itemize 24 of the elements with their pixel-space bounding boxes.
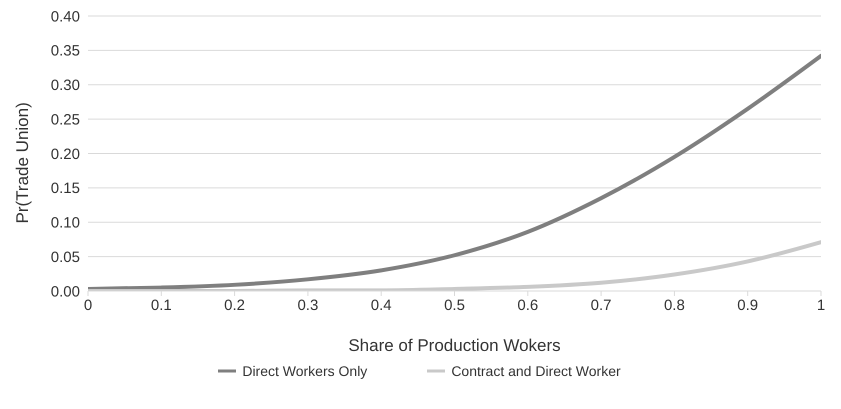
x-axis-title: Share of Production Wokers [348,336,561,355]
y-tick-label: 0.30 [50,77,80,94]
x-tick-label: 0.1 [150,297,172,314]
x-tick-label: 0 [84,297,92,314]
y-tick-label: 0.40 [50,8,80,26]
x-tick-label: 0.7 [590,297,612,314]
y-tick-label: 0.15 [50,180,80,198]
y-tick-label: 0.05 [50,248,80,266]
y-tick-label: 0.25 [50,111,80,128]
legend-label: Direct Workers Only [242,363,368,379]
x-tick-label: 0.3 [297,297,318,314]
x-tick-label: 0.5 [444,297,465,314]
x-tick-label: 0.4 [370,297,392,314]
y-tick-label: 0.20 [50,146,80,163]
x-tick-label: 0.6 [517,297,538,314]
x-tick-label: 0.2 [224,297,246,314]
y-axis-title: Pr(Trade Union) [13,102,32,224]
y-tick-label: 0.35 [50,42,80,60]
legend-label: Contract and Direct Worker [451,363,621,379]
x-tick-label: 0.8 [664,297,685,314]
y-tick-label: 0.10 [50,214,80,232]
x-tick-label: 1 [816,297,826,314]
x-tick-label: 0.9 [737,297,758,314]
y-tick-label: 0.00 [50,283,80,300]
